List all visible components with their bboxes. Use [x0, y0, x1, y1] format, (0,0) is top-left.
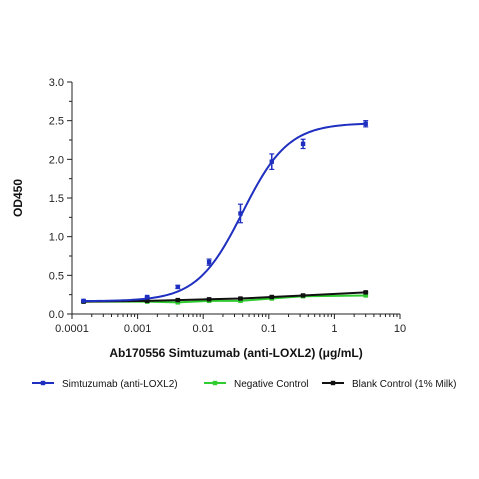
y-tick-label: 1.0 — [49, 232, 64, 244]
y-tick-label: 2.5 — [49, 116, 64, 128]
data-point — [206, 297, 212, 302]
data-point — [300, 293, 306, 298]
series-layer — [81, 120, 369, 305]
data-point — [363, 293, 368, 298]
y-tick-label: 1.5 — [49, 193, 64, 205]
y-tick-label: 0.5 — [49, 270, 64, 282]
legend-swatch-marker — [212, 380, 218, 386]
x-tick-label: 0.001 — [124, 323, 152, 335]
x-tick-label: 10 — [394, 323, 406, 335]
y-tick-label: 0.0 — [49, 309, 64, 321]
series-0 — [81, 120, 369, 304]
data-point — [300, 141, 306, 147]
legend-label: Simtuzumab (anti-LOXL2) — [62, 379, 178, 390]
y-tick-label: 3.0 — [49, 77, 64, 89]
data-point — [269, 294, 274, 300]
data-point — [269, 159, 274, 164]
legend: Simtuzumab (anti-LOXL2) Negative Control B… — [32, 379, 456, 390]
data-point — [144, 298, 150, 304]
legend-item-1: Negative Control — [204, 379, 308, 390]
data-point — [175, 297, 180, 303]
data-point — [363, 290, 368, 295]
series-line — [83, 122, 366, 303]
data-point — [175, 284, 180, 290]
data-point — [81, 298, 86, 304]
y-tick-label: 2.0 — [49, 154, 64, 166]
legend-item-2: Blank Control (1% Milk) — [322, 379, 456, 390]
series-2 — [81, 290, 369, 304]
legend-swatch-marker — [40, 380, 46, 386]
x-tick-label: 0.1 — [261, 323, 276, 335]
legend-label: Negative Control — [234, 379, 308, 390]
data-point — [238, 298, 243, 304]
series-line — [83, 291, 366, 303]
legend-label: Blank Control (1% Milk) — [352, 379, 456, 390]
data-point — [238, 211, 243, 216]
data-point — [363, 121, 368, 126]
axes: 0.0 0.5 1.0 1.5 2.0 2.5 3.0 0.0001 0.001 0.01 0.1 1… — [49, 77, 406, 335]
x-axis-title: Ab170556 Simtuzumab (anti-LOXL2) (μg/mL) — [109, 346, 362, 360]
x-tick-label: 0.01 — [192, 323, 213, 335]
x-tick-label: 0.0001 — [55, 323, 89, 335]
data-point — [144, 294, 150, 300]
legend-swatch-marker — [330, 380, 336, 386]
legend-item-0: Simtuzumab (anti-LOXL2) — [32, 379, 178, 390]
data-point — [238, 296, 243, 301]
data-point — [206, 259, 212, 265]
y-axis-title: OD450 — [11, 179, 25, 217]
data-point — [175, 300, 180, 305]
x-tick-label: 1 — [331, 323, 337, 335]
